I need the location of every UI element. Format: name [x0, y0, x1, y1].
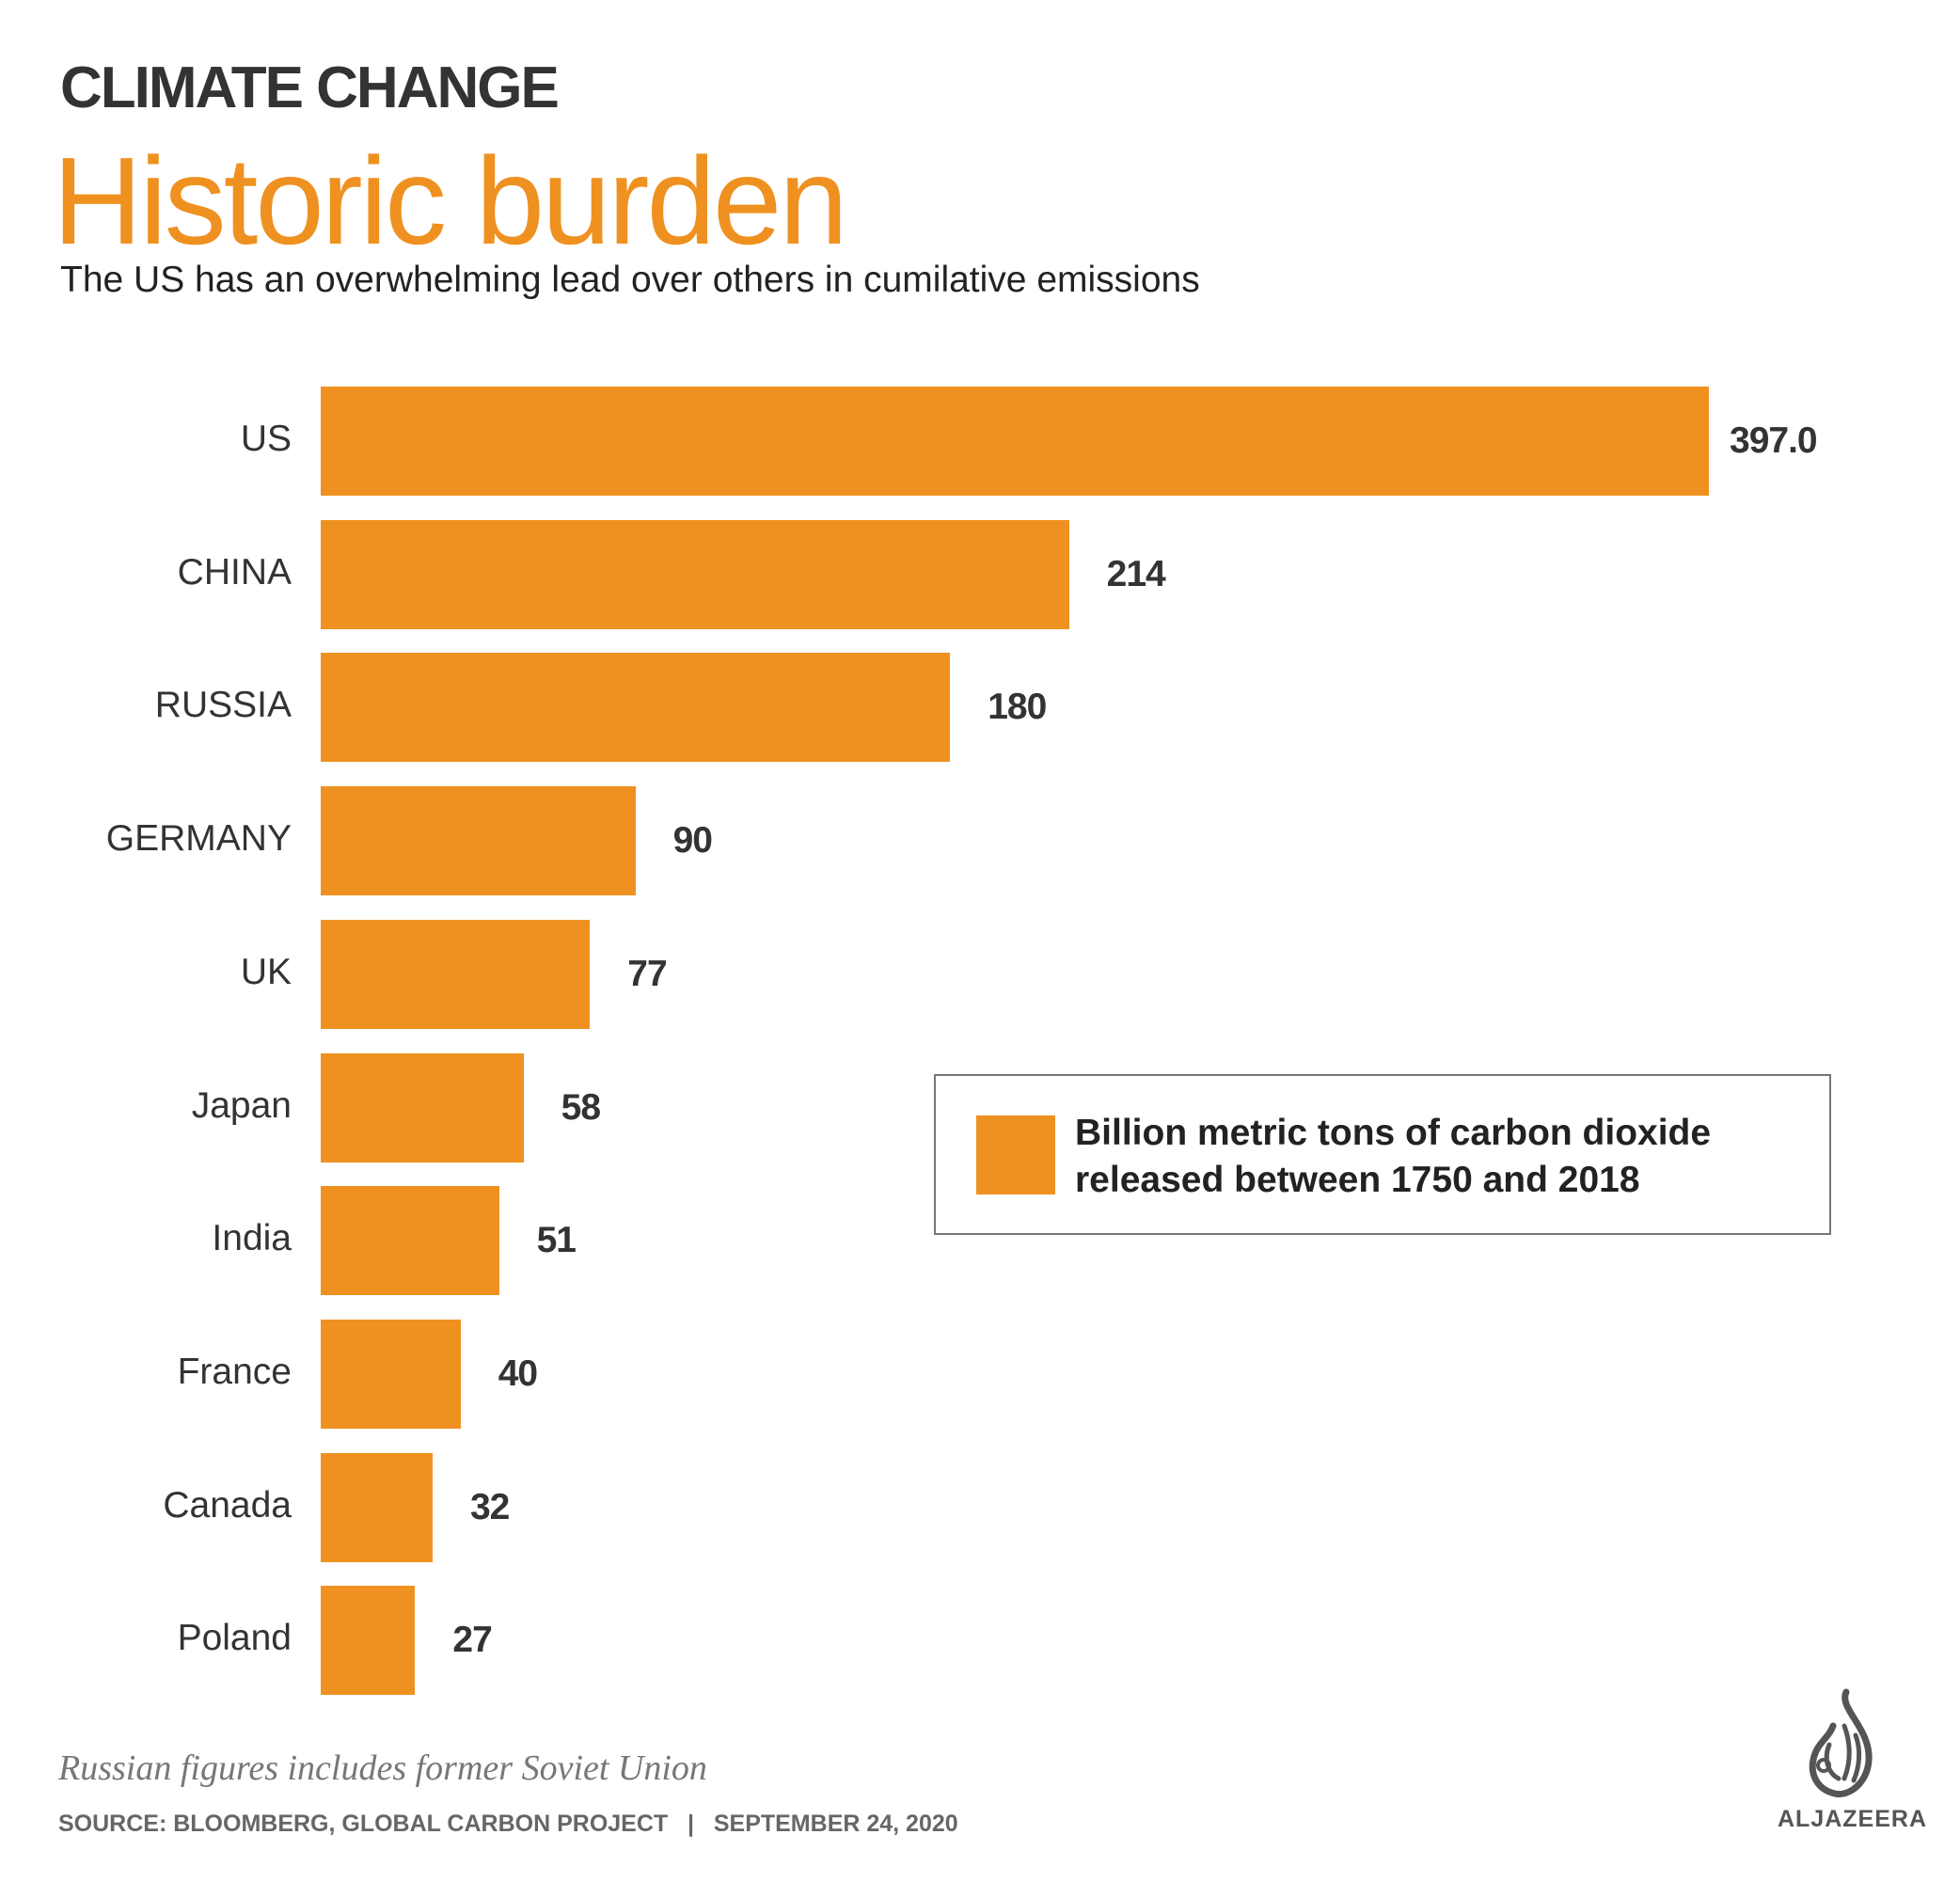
bar	[321, 387, 1709, 496]
value-label: 180	[988, 687, 1047, 728]
bar	[321, 653, 951, 763]
value-label: 58	[561, 1086, 601, 1128]
chart-title: Historic burden	[53, 132, 848, 270]
legend: Billion metric tons of carbon dioxide re…	[934, 1074, 1831, 1235]
legend-label: Billion metric tons of carbon dioxide re…	[1075, 1113, 1712, 1200]
category-label: RUSSIA	[154, 685, 292, 726]
category-label: CHINA	[177, 551, 292, 593]
value-label: 27	[452, 1620, 492, 1661]
category-label: France	[177, 1351, 292, 1392]
value-label: 214	[1106, 553, 1166, 594]
bar	[321, 1586, 416, 1696]
category-label: India	[212, 1218, 292, 1259]
value-label: 51	[536, 1220, 577, 1261]
value-label: 40	[498, 1352, 538, 1394]
value-label: 32	[469, 1486, 510, 1527]
value-label: 397.0	[1730, 420, 1818, 461]
aljazeera-calligraphy-icon	[1809, 1688, 1873, 1798]
bar	[321, 1052, 524, 1162]
category-label: Japan	[191, 1084, 292, 1126]
category-label: Canada	[163, 1484, 292, 1526]
category-label: UK	[240, 951, 292, 992]
bar	[321, 1452, 433, 1562]
bar	[321, 1186, 499, 1296]
bar	[321, 1319, 461, 1429]
bar	[321, 519, 1069, 629]
category-label: US	[240, 419, 292, 459]
chart-subtitle: The US has an overwhelming lead over oth…	[60, 260, 1200, 300]
value-label: 90	[672, 820, 713, 862]
bar	[321, 919, 591, 1029]
category-label: Poland	[177, 1618, 292, 1659]
kicker: CLIMATE CHANGE	[60, 55, 560, 120]
logo-text: ALJAZEERA	[1778, 1806, 1928, 1832]
bar	[321, 786, 636, 896]
aljazeera-logo: ALJAZEERA	[1778, 1688, 1928, 1833]
category-label: GERMANY	[105, 818, 292, 860]
footnote: Russian figures includes former Soviet U…	[58, 1748, 707, 1788]
source-line: SOURCE: BLOOMBERG, GLOBAL CARBON PROJECT…	[58, 1811, 958, 1837]
value-label: 77	[627, 953, 667, 994]
legend-swatch	[976, 1115, 1055, 1194]
